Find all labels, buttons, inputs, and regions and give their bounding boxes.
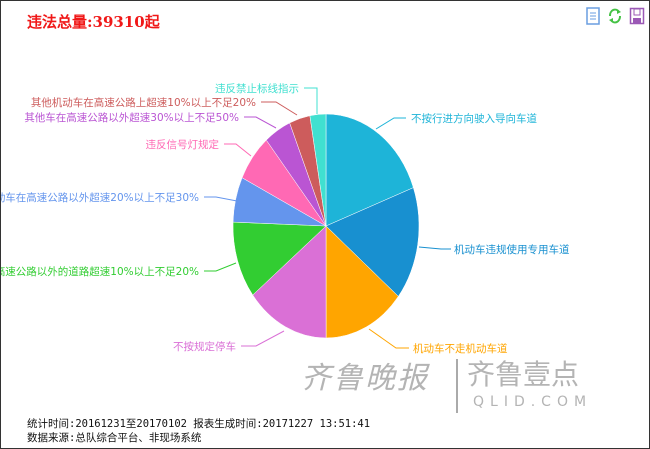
pie-slice[interactable] <box>252 225 327 339</box>
save-image-icon[interactable] <box>629 7 645 25</box>
label-line <box>241 330 285 347</box>
pie-slice[interactable] <box>232 221 327 296</box>
watermark-brand: 齐鲁晚报 <box>301 361 429 396</box>
slice-label: 不按行进方向驶入导向车道 <box>411 112 537 125</box>
slice-label: 高速公路以外的道路超速10%以上不足20% <box>1 265 199 278</box>
watermark-domain: QLID.COM <box>473 394 593 410</box>
slice-label: 动车在高速公路以外超速20%以上不足30% <box>1 191 199 204</box>
label-line <box>375 117 406 130</box>
chart-title: 违法总量:39310起 <box>27 13 160 31</box>
slice-label: 违反禁止标线指示 <box>215 82 299 95</box>
pie-slice[interactable] <box>309 113 327 227</box>
watermark-brand-2: 齐鲁壹点 <box>467 358 580 391</box>
slice-label: 违反信号灯规定 <box>146 138 220 151</box>
slice-label: 机动车不走机动车道 <box>413 342 508 355</box>
slice-label: 机动车违规使用专用车道 <box>454 243 570 256</box>
label-line <box>244 116 277 129</box>
pie-slice[interactable] <box>325 187 420 297</box>
slice-label: 不按规定停车 <box>173 340 236 353</box>
refresh-icon[interactable] <box>607 7 623 25</box>
label-line <box>368 328 409 349</box>
label-line <box>304 87 318 114</box>
label-line <box>261 101 298 116</box>
slice-label: 其他机动车在高速公路上超速10%以上不足20% <box>31 96 256 109</box>
watermark-divider <box>456 359 458 413</box>
data-view-icon[interactable] <box>585 7 601 25</box>
pie-slice[interactable] <box>325 225 399 339</box>
slice-label: 其他车在高速公路以外超速30%以上不足50% <box>24 111 239 124</box>
label-line <box>204 262 237 272</box>
label-line <box>418 246 451 250</box>
label-line <box>224 143 252 157</box>
pie-slice[interactable] <box>325 113 414 227</box>
footer-source: 数据来源:总队综合平台、非现场系统 <box>27 432 202 444</box>
footer-stat-time: 统计时间:20161231至20170102 报表生成时间:20171227 1… <box>27 418 371 430</box>
label-line <box>204 196 238 202</box>
